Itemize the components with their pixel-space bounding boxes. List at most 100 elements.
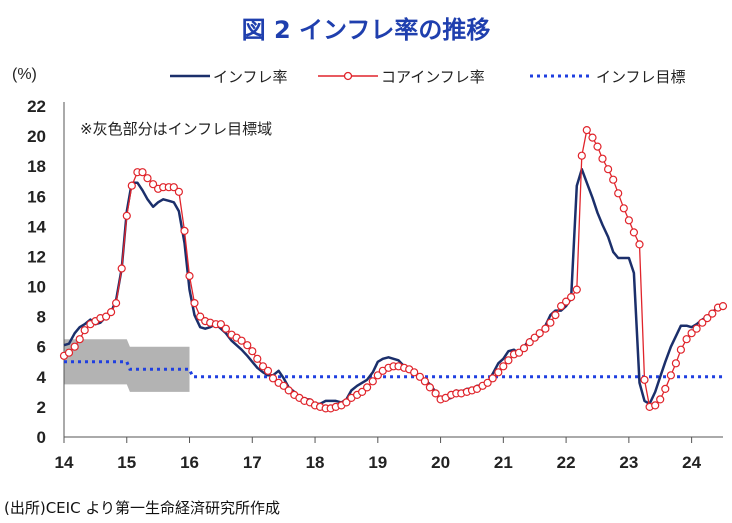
- x-tick-label: 15: [117, 453, 136, 472]
- series-point-core-inflation: [138, 168, 147, 177]
- series-line-inflation: [63, 167, 719, 406]
- series-line-inflation-target: [64, 360, 723, 379]
- series-point-core-inflation: [656, 395, 665, 404]
- series-point-core-inflation: [676, 345, 686, 354]
- series-point-core-inflation: [373, 371, 382, 380]
- y-tick-label: 2: [37, 398, 46, 417]
- series-point-core-inflation: [682, 335, 691, 344]
- series-point-core-inflation: [196, 312, 205, 321]
- series-point-core-inflation: [221, 324, 230, 333]
- x-tick-label: 23: [619, 453, 638, 472]
- series-point-core-inflation: [263, 366, 273, 375]
- series-point-core-inflation: [499, 362, 508, 371]
- series-point-core-inflation: [530, 333, 539, 342]
- series-point-core-inflation: [415, 372, 424, 381]
- series-layer: [59, 126, 728, 413]
- series-point-core-inflation: [180, 226, 189, 235]
- series-point-core-inflation: [253, 354, 262, 363]
- y-tick-label: 12: [27, 247, 46, 266]
- y-tick-label: 20: [27, 127, 46, 146]
- series-point-core-inflation: [708, 309, 717, 318]
- series-point-core-inflation: [561, 297, 571, 306]
- series-point-core-inflation: [546, 318, 555, 327]
- x-tick-label: 14: [55, 453, 74, 472]
- series-point-core-inflation: [111, 299, 121, 308]
- series-point-core-inflation: [237, 336, 246, 345]
- series-point-core-inflation: [718, 302, 728, 311]
- x-tick-label: 17: [243, 453, 262, 472]
- series-point-core-inflation: [582, 126, 591, 135]
- series-point-core-inflation: [640, 375, 649, 384]
- series-point-core-inflation: [143, 174, 152, 183]
- x-tick-label: 18: [306, 453, 325, 472]
- series-point-core-inflation: [687, 329, 696, 338]
- series-point-core-inflation: [661, 384, 670, 393]
- y-tick-label: 10: [27, 278, 46, 297]
- series-point-core-inflation: [614, 189, 623, 198]
- series-point-core-inflation: [420, 377, 429, 386]
- series-point-core-inflation: [363, 383, 372, 392]
- series-point-core-inflation: [149, 180, 158, 189]
- series-point-core-inflation: [284, 386, 293, 395]
- series-point-core-inflation: [243, 341, 252, 350]
- y-tick-label: 6: [37, 338, 46, 357]
- series-point-core-inflation: [190, 299, 199, 308]
- series-point-core-inflation: [75, 335, 84, 344]
- series-point-core-inflation: [635, 240, 644, 249]
- y-tick-label: 16: [27, 187, 46, 206]
- x-tick-label: 21: [494, 453, 513, 472]
- x-tick-label: 16: [180, 453, 199, 472]
- series-point-core-inflation: [566, 293, 576, 302]
- y-unit-label: (%): [12, 66, 37, 83]
- series-point-core-inflation: [248, 347, 257, 356]
- y-tick-label: 14: [27, 217, 46, 236]
- series-point-core-inflation: [174, 187, 183, 196]
- y-tick-label: 18: [27, 157, 46, 176]
- x-tick-label: 22: [557, 453, 576, 472]
- legend: インフレ率 コアインフレ率 インフレ目標: [170, 68, 686, 86]
- y-tick-label: 8: [37, 308, 46, 327]
- series-point-core-inflation: [629, 228, 639, 237]
- series-point-core-inflation: [666, 371, 676, 380]
- y-tick-label: 4: [37, 368, 47, 387]
- series-point-core-inflation: [698, 318, 707, 327]
- series-point-core-inflation: [609, 175, 618, 184]
- x-tick-label: 20: [431, 453, 450, 472]
- series-point-core-inflation: [279, 381, 288, 390]
- series-point-core-inflation: [651, 401, 660, 410]
- series-point-core-inflation: [603, 165, 613, 174]
- series-point-core-inflation: [572, 285, 581, 294]
- series-point-core-inflation: [80, 326, 89, 335]
- source-note: (出所)CEIC より第一生命経済研究所作成: [4, 499, 281, 517]
- axes-layer: [63, 102, 723, 443]
- series-point-core-inflation: [598, 154, 607, 163]
- series-point-core-inflation: [535, 329, 544, 338]
- series-point-core-inflation: [692, 324, 701, 333]
- legend-label-inflation-target: インフレ目標: [596, 68, 686, 86]
- legend-label-core-inflation: コアインフレ率: [381, 68, 485, 86]
- series-point-core-inflation: [551, 311, 560, 320]
- series-point-core-inflation: [519, 344, 529, 353]
- series-point-core-inflation: [368, 377, 377, 386]
- series-point-core-inflation: [483, 378, 492, 387]
- legend-marker-core-inflation: [343, 71, 353, 81]
- series-point-core-inflation: [619, 204, 628, 213]
- target-band-note: ※灰色部分はインフレ目標域: [80, 120, 272, 138]
- x-tick-label: 24: [682, 453, 701, 472]
- y-tick-label: 22: [27, 97, 46, 116]
- series-point-core-inflation: [216, 320, 225, 329]
- y-tick-label: 0: [37, 428, 46, 447]
- series-point-core-inflation: [122, 211, 131, 220]
- series-point-core-inflation: [425, 383, 434, 392]
- chart-title: 図 2 インフレ率の推移: [241, 16, 491, 44]
- series-point-core-inflation: [488, 374, 497, 383]
- series-point-core-inflation: [106, 308, 116, 317]
- series-point-core-inflation: [64, 348, 74, 357]
- series-point-core-inflation: [268, 374, 278, 383]
- series-point-core-inflation: [671, 359, 681, 368]
- series-point-core-inflation: [117, 264, 126, 273]
- series-point-core-inflation: [593, 142, 602, 151]
